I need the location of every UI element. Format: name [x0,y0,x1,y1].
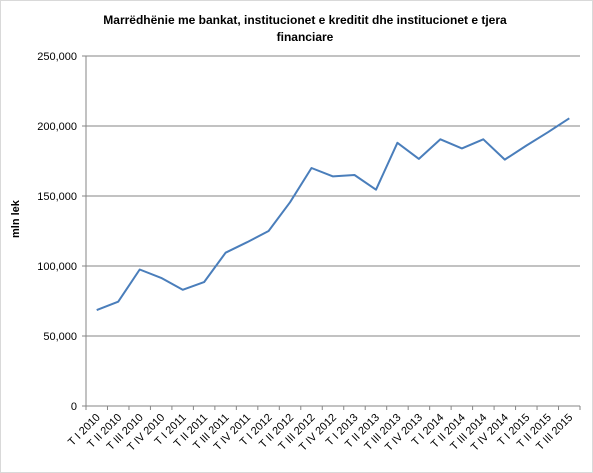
data-point [96,309,98,311]
data-point [568,117,570,119]
y-tick-label: 0 [71,401,77,413]
y-tick-label: 50,000 [43,331,77,343]
data-point [311,167,313,169]
data-point [225,252,227,254]
data-point [504,159,506,161]
data-point [461,147,463,149]
y-tick-label: 150,000 [37,191,77,203]
chart-title: Marrëdhënie me bankat, institucionet e k… [103,13,507,44]
y-tick-label: 100,000 [37,261,77,273]
data-point [332,175,334,177]
data-point [203,281,205,283]
series-line [96,117,570,312]
series-layer [96,117,570,312]
data-point [182,289,184,291]
data-point [117,301,119,303]
data-point [482,138,484,140]
gridlines [86,55,580,337]
data-point [439,138,441,140]
y-tick-label: 200,000 [37,121,77,133]
data-point [139,269,141,271]
data-point [246,241,248,243]
data-point [353,174,355,176]
data-point [268,230,270,232]
data-point [418,158,420,160]
data-point [160,277,162,279]
data-point [396,142,398,144]
data-point [525,145,527,147]
data-point [547,131,549,133]
y-tick-label: 250,000 [37,51,77,63]
data-point [375,189,377,191]
y-tick-labels: 0 50,000 100,000 150,000 200,000 250,000 [37,51,77,413]
data-point [289,201,291,203]
axes [82,55,581,410]
